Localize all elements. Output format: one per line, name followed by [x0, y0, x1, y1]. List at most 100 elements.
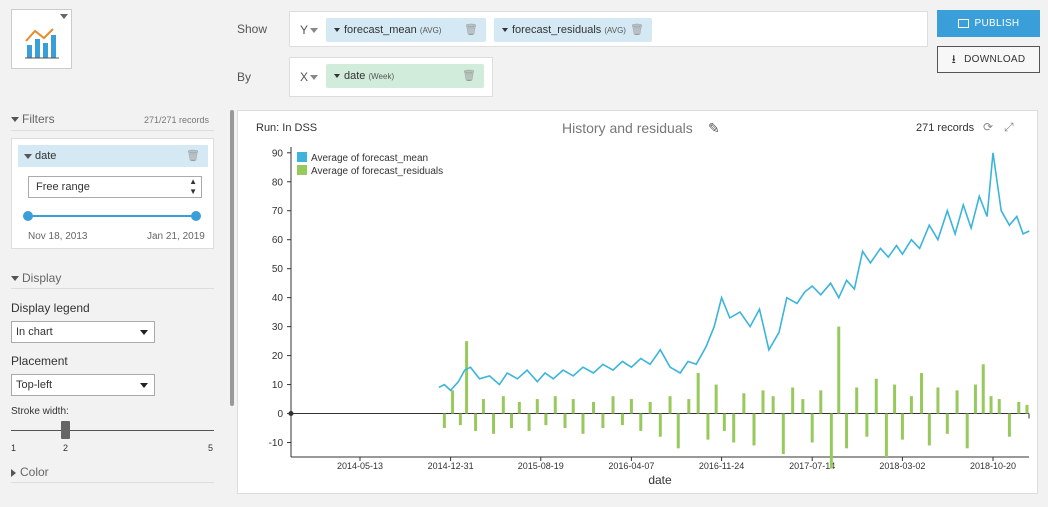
- publish-label: PUBLISH: [974, 18, 1020, 29]
- chevron-down-icon: [140, 383, 148, 388]
- x-axis-letter: X: [300, 70, 309, 84]
- filters-section-toggle[interactable]: Filters: [11, 112, 55, 126]
- residual-bar: [481, 399, 485, 414]
- x-field-pill-date[interactable]: date (Week) 🗑: [326, 64, 484, 88]
- y-tick-label: 20: [272, 351, 284, 362]
- color-section-toggle[interactable]: Color: [11, 465, 49, 479]
- trash-icon[interactable]: 🗑: [630, 24, 644, 36]
- divider: [11, 130, 214, 131]
- stroke-width-handle[interactable]: [61, 421, 70, 439]
- residual-bar: [458, 413, 462, 426]
- legend-swatch: [297, 152, 307, 162]
- chart-type-selector[interactable]: [11, 9, 72, 69]
- x-tick-label: 2017-07-14: [789, 461, 835, 471]
- stroke-width-track[interactable]: [11, 430, 214, 431]
- chevron-down-icon[interactable]: [310, 28, 318, 33]
- residual-bar: [592, 401, 596, 414]
- placement-label: Placement: [11, 354, 68, 368]
- x-tick-label: 2018-10-20: [970, 461, 1016, 471]
- chevron-down-icon: [11, 276, 19, 282]
- residual-bar: [884, 413, 888, 457]
- y-shelf[interactable]: Y forecast_mean (AVG) 🗑 forecast_residua…: [289, 11, 928, 47]
- x-tick-label: 2014-12-31: [428, 461, 474, 471]
- show-label: Show: [237, 22, 268, 36]
- y-field-pill-forecast-mean[interactable]: forecast_mean (AVG) 🗑: [326, 18, 486, 42]
- residual-bar: [829, 413, 833, 469]
- residual-bar: [955, 390, 959, 414]
- y-tick-label: 0: [277, 409, 283, 420]
- trash-icon[interactable]: 🗑: [186, 150, 200, 162]
- trash-icon[interactable]: 🗑: [462, 70, 476, 82]
- range-end-handle[interactable]: [191, 211, 201, 221]
- display-legend-dropdown[interactable]: In chart: [11, 321, 155, 343]
- residual-bar: [648, 401, 652, 414]
- y-axis-letter: Y: [300, 23, 309, 37]
- range-start-handle[interactable]: [23, 211, 33, 221]
- display-section-toggle[interactable]: Display: [11, 271, 61, 285]
- residual-bar: [722, 413, 726, 431]
- chevron-down-icon[interactable]: [310, 75, 318, 80]
- date-filter-card: date 🗑 Free range ▲ ▼ Nov 18, 2013 Jan 21…: [11, 138, 214, 249]
- trash-icon[interactable]: 🗑: [464, 24, 478, 36]
- residual-bar: [1025, 404, 1029, 414]
- filter-records-count: 271/271 records: [144, 115, 210, 125]
- residual-bar: [581, 413, 585, 434]
- filter-field-name: date: [35, 150, 57, 162]
- chart-plot: -10 0 10 20 30 40 50 60 70 80 90 2014-05-13 2014-12-…: [269, 147, 1030, 487]
- x-shelf[interactable]: X date (Week) 🗑: [289, 57, 493, 97]
- pencil-icon[interactable]: ✎: [708, 120, 720, 136]
- chevron-down-icon[interactable]: [334, 28, 340, 33]
- download-button[interactable]: ⭳ DOWNLOAD: [937, 46, 1040, 73]
- residual-bar: [927, 413, 931, 446]
- residual-bar: [442, 413, 446, 429]
- residual-bar: [571, 399, 575, 414]
- chevron-down-icon: [24, 153, 32, 159]
- residual-bar: [474, 413, 478, 431]
- placement-dropdown[interactable]: Top-left: [11, 374, 155, 396]
- filter-mode-select[interactable]: Free range ▲ ▼: [28, 176, 202, 198]
- residual-bar: [535, 399, 539, 414]
- residual-bar: [742, 393, 746, 414]
- y-tick-label: 30: [272, 322, 284, 333]
- residual-bar: [1017, 401, 1021, 414]
- chevron-down-icon[interactable]: [334, 74, 340, 79]
- divider: [11, 482, 214, 483]
- residual-bar: [601, 413, 605, 429]
- legend-label: Average of forecast_residuals: [311, 166, 443, 177]
- legend-swatch: [297, 165, 307, 175]
- residual-bar: [752, 413, 756, 446]
- field-agg: (AVG): [604, 26, 626, 35]
- residual-bar: [706, 413, 710, 440]
- residual-bar: [810, 413, 814, 443]
- field-name: forecast_mean: [344, 24, 417, 36]
- residual-bar: [732, 413, 736, 443]
- residual-bar: [629, 399, 633, 414]
- publish-button[interactable]: PUBLISH: [937, 10, 1040, 37]
- forecast-mean-line: [438, 152, 1030, 392]
- origin-dot: [288, 411, 294, 417]
- updown-icon: ▲ ▼: [189, 177, 197, 196]
- expand-icon[interactable]: ⤢: [1004, 120, 1014, 134]
- date-filter-header[interactable]: date 🗑: [18, 145, 208, 167]
- refresh-icon[interactable]: ⟳: [983, 120, 994, 134]
- x-tick-label: 2016-04-07: [608, 461, 654, 471]
- residual-bar: [620, 413, 624, 426]
- filter-mode-value: Free range: [36, 181, 90, 193]
- chevron-down-icon[interactable]: [502, 28, 508, 33]
- residual-bar: [989, 396, 993, 414]
- chart-title[interactable]: History and residuals: [562, 120, 693, 136]
- stroke-max: 5: [208, 443, 214, 453]
- download-icon: ⭳: [951, 52, 957, 66]
- residual-bar: [639, 413, 643, 431]
- residual-bar: [553, 396, 557, 414]
- placement-value: Top-left: [16, 379, 53, 391]
- y-field-pill-forecast-residuals[interactable]: forecast_residuals (AVG) 🗑: [494, 18, 652, 42]
- residual-bar: [801, 399, 805, 414]
- divider: [11, 288, 214, 289]
- date-range-track[interactable]: [28, 215, 196, 217]
- chevron-down-icon: [11, 117, 19, 123]
- residual-bar: [781, 413, 785, 455]
- sidebar-scrollbar[interactable]: [230, 110, 234, 406]
- chevron-down-icon: [140, 330, 148, 335]
- residual-bar: [874, 378, 878, 414]
